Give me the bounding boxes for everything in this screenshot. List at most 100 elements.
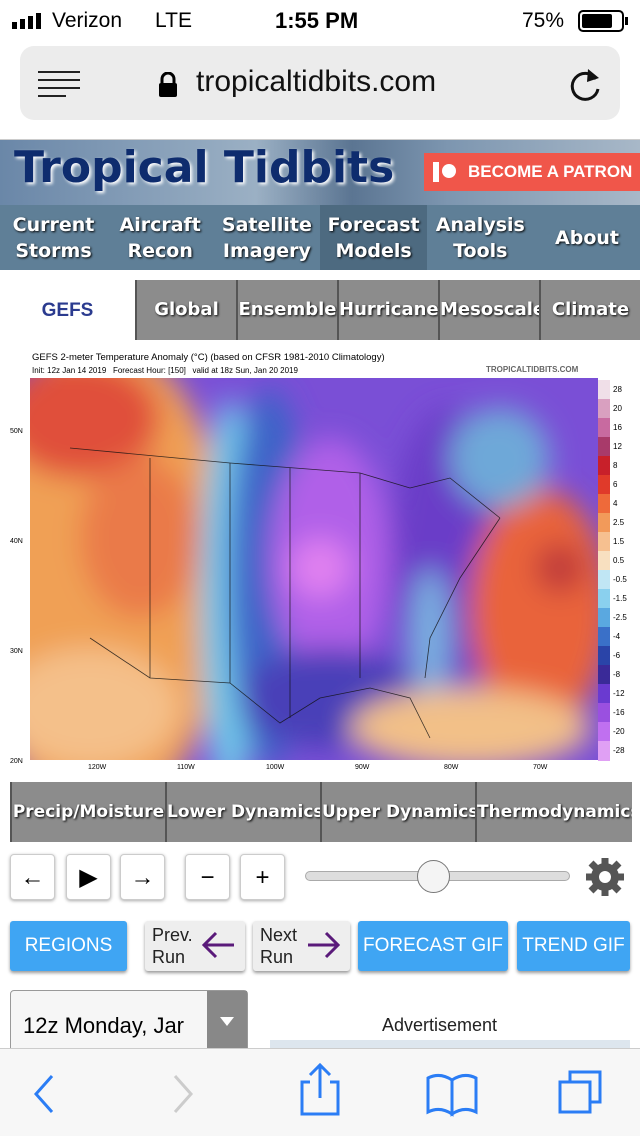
forward-icon — [173, 1075, 194, 1113]
legend-swatch — [598, 456, 610, 476]
forecast-gif-button[interactable]: FORECAST GIF — [358, 921, 508, 971]
prev-run-button[interactable]: Prev. Run — [145, 921, 245, 971]
nav-label: Satellite — [221, 214, 312, 236]
patron-button[interactable]: BECOME A PATRON — [424, 153, 640, 191]
legend-swatch — [598, 513, 610, 533]
legend-swatch — [598, 437, 610, 457]
reload-icon[interactable] — [568, 66, 604, 104]
label: Prev. — [152, 925, 193, 945]
lon-label: 80W — [444, 764, 459, 771]
tab[interactable]: Mesoscale — [438, 280, 545, 340]
back-icon[interactable] — [33, 1075, 54, 1113]
trend-gif-button[interactable]: TREND GIF — [517, 921, 630, 971]
legend-swatch — [598, 646, 610, 666]
legend-swatch — [598, 741, 610, 761]
nav-label: Forecast — [327, 214, 420, 236]
legend-swatch — [598, 722, 610, 742]
bookmarks-icon[interactable] — [426, 1073, 478, 1117]
control-button[interactable]: → — [120, 854, 165, 900]
control-button[interactable]: ▶ — [66, 854, 111, 900]
legend-swatch — [598, 703, 610, 723]
legend-label: -0.5 — [613, 574, 627, 584]
lon-label: 100W — [266, 764, 285, 771]
legend-label: -6 — [613, 650, 621, 660]
tab-active[interactable]: GEFS — [0, 280, 135, 340]
control-button[interactable]: + — [240, 854, 285, 900]
legend-swatch — [598, 399, 610, 419]
sub-tab[interactable]: Precip/Moisture — [10, 782, 165, 842]
control-button[interactable]: − — [185, 854, 230, 900]
nav-item[interactable]: Analysis Tools — [427, 205, 534, 270]
control-button[interactable]: ← — [10, 854, 55, 900]
legend-label: 16 — [613, 422, 622, 432]
legend-swatch — [598, 589, 610, 609]
legend-swatch — [598, 494, 610, 514]
legend-label: 1.5 — [613, 536, 625, 546]
tab[interactable]: Climate — [539, 280, 640, 340]
legend-label: 28 — [613, 384, 622, 394]
nav-item[interactable]: Aircraft Recon — [107, 205, 214, 270]
sub-tab[interactable]: Upper Dynamics — [320, 782, 475, 842]
legend-swatch — [598, 532, 610, 552]
settings-icon[interactable] — [585, 857, 625, 897]
label: Run — [260, 947, 294, 967]
sub-tab[interactable]: Thermodynamics — [475, 782, 632, 842]
nav-item[interactable]: Forecast Models — [320, 205, 428, 270]
reader-icon[interactable] — [38, 70, 82, 98]
nav-label: Imagery — [222, 240, 311, 262]
tab[interactable]: Hurricane — [337, 280, 439, 340]
nav-item[interactable]: Satellite Imagery — [213, 205, 320, 270]
sub-tab[interactable]: Lower Dynamics — [165, 782, 320, 842]
legend-label: -20 — [613, 726, 625, 736]
tabs-icon[interactable] — [558, 1070, 602, 1114]
nav-label: Models — [335, 240, 412, 262]
nav-bar — [0, 205, 640, 270]
nav-item[interactable]: About — [534, 205, 640, 270]
battery-icon — [578, 10, 630, 32]
patron-icon — [442, 164, 456, 178]
carrier: Verizon — [52, 9, 123, 32]
next-run-button[interactable]: Next Run — [253, 921, 350, 971]
legend-swatch — [598, 627, 610, 647]
tab[interactable]: Ensemble — [236, 280, 337, 340]
nav-label: Tools — [453, 240, 508, 262]
legend-label: -16 — [613, 707, 625, 717]
ad-banner — [270, 1040, 630, 1050]
lon-label: 110W — [177, 764, 195, 771]
map-plot — [30, 378, 598, 760]
signal-icon — [12, 12, 46, 30]
lon-label: 120W — [88, 764, 107, 771]
legend-label: 4 — [613, 498, 618, 508]
tab[interactable]: Global — [135, 280, 236, 340]
battery-percent: 75% — [522, 9, 565, 32]
legend-swatch — [598, 418, 610, 438]
legend-label: -1.5 — [613, 593, 627, 603]
select-arrow[interactable] — [207, 991, 247, 1051]
legend-swatch — [598, 380, 610, 400]
slider-knob[interactable] — [417, 860, 450, 893]
clock: 1:55 PM — [275, 8, 359, 33]
site-logo[interactable]: Tropical Tidbits — [14, 142, 395, 193]
nav-label: Recon — [127, 240, 193, 262]
network: LTE — [155, 9, 192, 32]
regions-button[interactable]: REGIONS — [10, 921, 127, 971]
map-credit: TROPICALTIDBITS.COM — [486, 365, 579, 374]
divider — [0, 139, 640, 140]
legend-label: 20 — [613, 403, 622, 413]
nav-label: Aircraft — [119, 214, 201, 236]
url[interactable]: tropicaltidbits.com — [196, 65, 437, 98]
url-bar[interactable] — [20, 46, 620, 120]
share-icon[interactable] — [300, 1062, 340, 1116]
legend-swatch — [598, 665, 610, 685]
lon-label: 90W — [355, 764, 370, 771]
lock-icon — [159, 72, 177, 97]
nav-item[interactable]: Current Storms — [0, 205, 107, 270]
legend-label: -4 — [613, 631, 621, 641]
next-arrow — [308, 931, 341, 959]
nav-label: Analysis — [435, 214, 525, 236]
legend-swatch — [598, 608, 610, 628]
toolbar-icons — [33, 1062, 602, 1117]
lat-label: 20N — [10, 758, 23, 765]
ad-label: Advertisement — [382, 1015, 498, 1035]
